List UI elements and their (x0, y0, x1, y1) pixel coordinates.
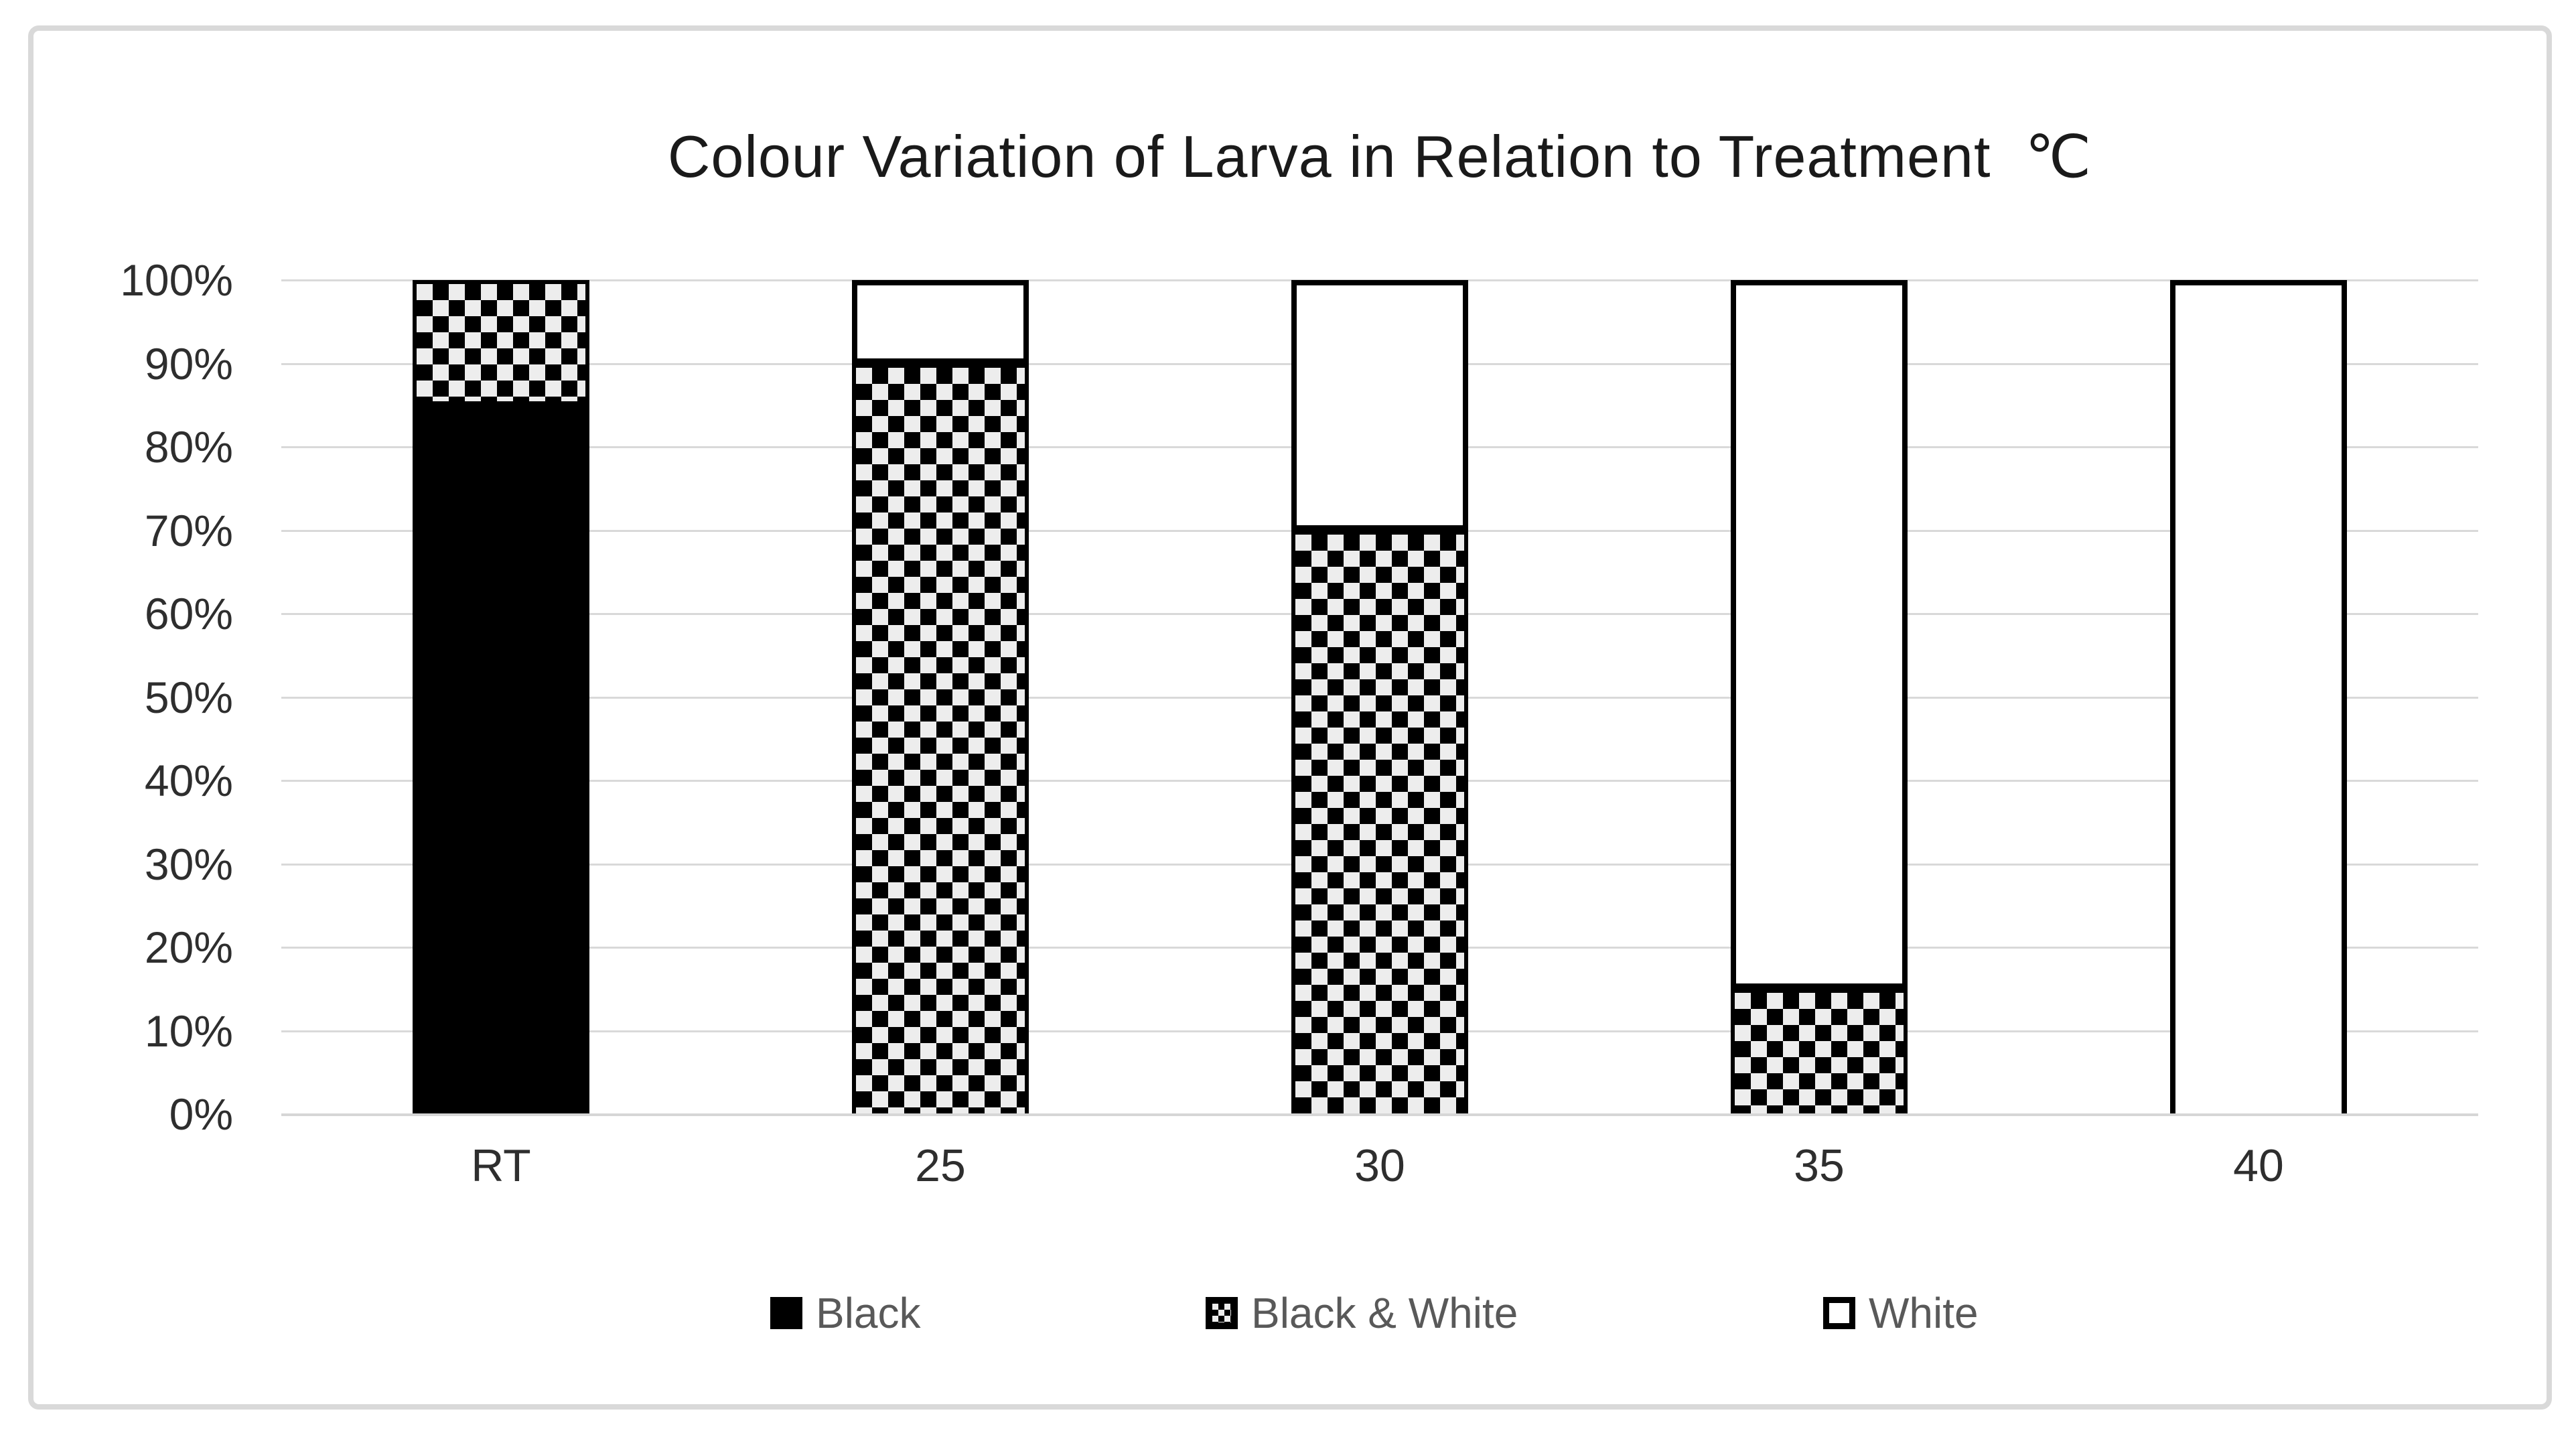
y-axis-tick-label: 0% (169, 1089, 233, 1139)
x-axis-label-35: 35 (1794, 1140, 1845, 1191)
y-axis-tick-label: 30% (144, 839, 233, 889)
legend-label-black: Black (816, 1289, 921, 1337)
legend-item-black: Black (770, 1292, 921, 1335)
bar-segment-25-black-white (852, 363, 1029, 1114)
legend-marker-black-white (1206, 1297, 1238, 1329)
bar-segment-35-black-white (1731, 989, 1908, 1114)
bar-30 (1291, 280, 1468, 1114)
legend-label-black-white: Black & White (1251, 1289, 1518, 1337)
legend-item-black-white: Black & White (1206, 1292, 1518, 1335)
legend-item-white: White (1823, 1292, 1979, 1335)
bar-RT (413, 280, 589, 1114)
bar-25 (852, 280, 1029, 1114)
y-axis-tick-label: 90% (144, 338, 233, 389)
bar-segment-30-white (1291, 280, 1468, 531)
bar-segment-RT-black-white (413, 280, 589, 405)
chart-title: Colour Variation of Larva in Relation to… (667, 123, 2092, 190)
bar-segment-30-black-white (1291, 530, 1468, 1114)
y-axis-tick-label: 100% (120, 255, 233, 305)
y-axis-tick-label: 50% (144, 672, 233, 722)
bar-segment-40-white (2170, 280, 2347, 1114)
x-axis-line (281, 1113, 2478, 1116)
y-axis-tick-label: 10% (144, 1006, 233, 1056)
y-axis-tick-label: 20% (144, 922, 233, 972)
bar-40 (2170, 280, 2347, 1114)
y-axis-tick-label: 60% (144, 589, 233, 638)
bar-segment-35-white (1731, 280, 1908, 989)
x-axis-label-30: 30 (1354, 1140, 1405, 1191)
bar-segment-25-white (852, 280, 1029, 364)
bar-segment-RT-black (413, 405, 589, 1114)
legend-marker-black (770, 1297, 802, 1329)
y-axis-tick-label: 80% (144, 422, 233, 472)
x-axis-label-40: 40 (2233, 1140, 2284, 1191)
bar-35 (1731, 280, 1908, 1114)
x-axis-label-25: 25 (915, 1140, 966, 1191)
x-axis-label-RT: RT (471, 1140, 531, 1191)
y-axis-tick-label: 70% (144, 505, 233, 555)
legend-marker-white (1823, 1297, 1855, 1329)
legend-label-white: White (1869, 1289, 1979, 1337)
y-axis-tick-label: 40% (144, 756, 233, 805)
